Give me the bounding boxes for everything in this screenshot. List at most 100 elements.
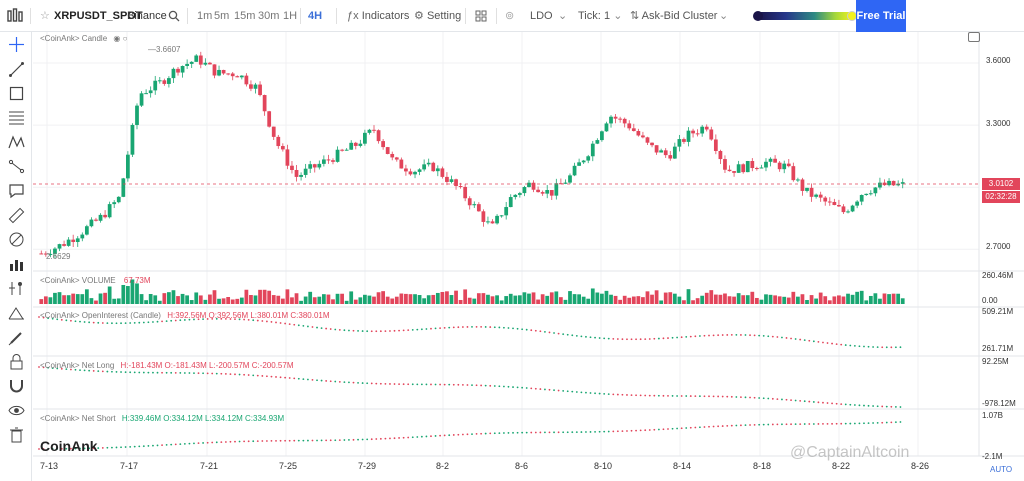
netshort-point — [548, 431, 551, 434]
tick-select[interactable]: 1 ⌄ — [604, 0, 622, 32]
oi-point — [717, 334, 720, 337]
indicators-button[interactable]: ƒx Indicators — [347, 0, 409, 32]
lock-icon[interactable] — [8, 353, 25, 370]
path-icon[interactable] — [8, 158, 25, 175]
eraser-icon[interactable] — [8, 304, 25, 321]
eye-icon[interactable]: ◉ — [113, 34, 121, 43]
settings-circle-icon[interactable]: ○ — [122, 34, 128, 43]
netlong-point — [876, 405, 879, 408]
oi-point — [97, 321, 100, 324]
netlong-point — [120, 371, 122, 373]
volume-bar — [549, 292, 554, 304]
oi-point — [443, 326, 446, 329]
volume-bar — [504, 296, 509, 304]
setting-button[interactable]: ⚙ Setting — [414, 0, 461, 32]
oi-point — [161, 320, 163, 323]
auto-scale-button[interactable]: AUTO — [990, 465, 1013, 474]
candle-body — [522, 187, 527, 194]
timeframe-5m[interactable]: 5m — [214, 10, 230, 22]
oi-point — [70, 319, 72, 322]
cluster-toggle-icon[interactable]: ⊚ — [505, 10, 515, 22]
timeframe-1m[interactable]: 1m — [197, 10, 213, 22]
eye-icon[interactable] — [8, 402, 25, 419]
oi-point — [316, 326, 318, 329]
layout-grid-icon[interactable] — [475, 0, 487, 32]
bar-chart-icon[interactable] — [8, 256, 25, 273]
pattern-icon[interactable] — [8, 134, 25, 151]
netlong-point — [42, 366, 45, 369]
netshort-point — [366, 438, 369, 441]
magnet-icon[interactable] — [8, 377, 25, 394]
netlong-point — [493, 385, 496, 387]
candle-body — [882, 182, 887, 186]
fib-lines-icon[interactable] — [8, 109, 25, 126]
search-icon[interactable] — [168, 0, 180, 32]
heatmap-gradient-slider[interactable] — [753, 11, 857, 21]
oi-point — [79, 320, 81, 323]
chart-logo-icon[interactable] — [6, 0, 24, 32]
ruler-icon[interactable] — [8, 207, 25, 224]
oi-point — [234, 318, 236, 321]
candle-body — [508, 197, 513, 208]
gradient-min-handle[interactable] — [753, 11, 763, 21]
trash-icon[interactable] — [8, 426, 25, 443]
volume-bar — [126, 286, 130, 304]
netlong-point — [562, 390, 565, 392]
netshort-point — [170, 443, 173, 446]
oi-point — [698, 335, 701, 337]
volume-bar — [800, 294, 805, 304]
netlong-point — [863, 404, 865, 407]
netshort-point — [457, 433, 460, 436]
free-trial-button[interactable]: Free Trial — [856, 0, 906, 32]
netshort-point — [389, 437, 391, 440]
oi-point — [129, 322, 132, 324]
screenshot-camera-icon[interactable] — [968, 32, 980, 42]
netshort-point — [575, 431, 578, 434]
high-marker: —3.6607 — [148, 45, 181, 54]
netshort-point — [275, 439, 277, 442]
exchange-label[interactable]: Binance — [127, 10, 167, 22]
netlong-point — [525, 387, 528, 389]
ldo-select[interactable]: LDO — [530, 0, 553, 32]
pencil-icon[interactable] — [8, 329, 25, 346]
volume-bar — [75, 294, 80, 304]
netshort-point — [252, 440, 255, 443]
netlong-point — [480, 384, 483, 387]
symbol-label[interactable]: XRPUSDT_SPOT — [54, 10, 143, 22]
volume-bar — [750, 291, 755, 304]
brush-icon[interactable] — [8, 231, 25, 248]
netshort-point — [384, 437, 387, 440]
timeframe-30m[interactable]: 30m — [258, 10, 280, 22]
netlong-point — [366, 382, 369, 385]
netlong-point — [238, 373, 241, 376]
candle-body — [431, 162, 436, 172]
timeframe-4h[interactable]: 4H — [308, 10, 323, 22]
indicator-icon[interactable] — [8, 280, 25, 297]
oi-point — [461, 326, 464, 328]
candle-body — [486, 221, 490, 223]
volume-bar — [94, 300, 98, 304]
date-tick: 7-21 — [200, 461, 219, 471]
cluster-chevron-down-icon[interactable]: ⌄ — [719, 10, 729, 22]
rectangle-icon[interactable] — [8, 85, 25, 102]
oi-point — [101, 322, 104, 324]
volume-bar — [385, 296, 390, 304]
netlong-point — [580, 391, 583, 394]
timeframe-15m[interactable]: 15m — [234, 10, 256, 22]
volume-bar — [814, 298, 818, 304]
candle-chart[interactable] — [33, 32, 1024, 481]
crosshair-icon[interactable] — [8, 36, 25, 53]
netshort-point — [138, 445, 141, 448]
candle-body — [363, 132, 367, 144]
cluster-select[interactable]: ⇅ Ask-Bid Cluster — [630, 0, 717, 32]
chart-area[interactable] — [33, 32, 1024, 481]
comment-icon[interactable] — [8, 182, 25, 199]
candle-body — [62, 244, 66, 246]
timeframe-1h[interactable]: 1H — [283, 10, 298, 22]
favorite-star-icon[interactable]: ☆ — [40, 10, 50, 22]
trend-line-icon[interactable] — [8, 61, 25, 78]
ldo-chevron-down-icon[interactable]: ⌄ — [558, 10, 568, 22]
volume-bar — [636, 296, 641, 304]
oi-point — [512, 327, 514, 330]
netshort-point — [753, 423, 756, 426]
